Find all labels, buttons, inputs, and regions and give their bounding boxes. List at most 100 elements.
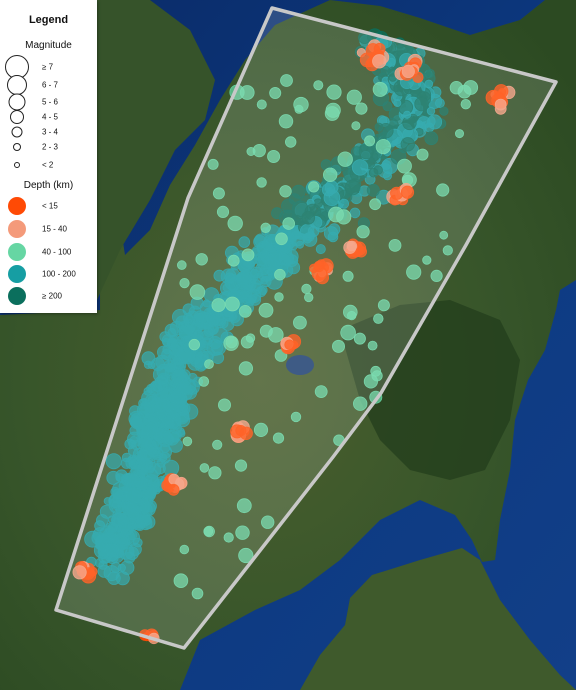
quake-dot bbox=[372, 81, 388, 97]
quake-dot bbox=[163, 359, 177, 373]
quake-dot bbox=[189, 284, 206, 300]
quake-dot bbox=[105, 521, 118, 535]
quake-dot bbox=[112, 488, 124, 500]
quake-dot bbox=[156, 409, 167, 420]
quake-dot bbox=[279, 185, 292, 198]
quake-dot bbox=[94, 558, 105, 568]
quake-dot bbox=[460, 98, 472, 110]
quake-dot bbox=[424, 131, 439, 146]
quake-dot bbox=[284, 339, 295, 350]
quake-dot bbox=[223, 335, 239, 351]
depth-swatch-icon bbox=[8, 265, 26, 283]
quake-dot bbox=[130, 416, 141, 428]
quake-dot bbox=[147, 361, 156, 370]
quake-dot bbox=[133, 537, 143, 548]
quake-dot bbox=[217, 398, 231, 412]
quake-dot bbox=[179, 544, 190, 555]
quake-dot bbox=[212, 187, 225, 200]
quake-dot bbox=[94, 520, 106, 532]
quake-dot bbox=[343, 240, 357, 254]
quake-dot bbox=[315, 244, 326, 255]
quake-dot bbox=[202, 299, 211, 308]
quake-dot bbox=[286, 260, 301, 275]
quake-dot bbox=[388, 238, 402, 252]
depth-swatch-icon bbox=[8, 197, 26, 215]
quake-dot bbox=[174, 399, 189, 413]
quake-dot bbox=[323, 167, 338, 183]
study-region-outline bbox=[54, 6, 558, 650]
quake-dot bbox=[258, 302, 274, 318]
quake-dot bbox=[126, 502, 139, 515]
quake-dot bbox=[164, 418, 175, 429]
quake-dot bbox=[280, 74, 293, 87]
quake-dot bbox=[494, 98, 507, 111]
quake-dot bbox=[328, 206, 344, 223]
quake-dot bbox=[314, 385, 328, 399]
quake-dot bbox=[324, 106, 340, 121]
quake-dot bbox=[406, 264, 422, 280]
quake-dot bbox=[257, 251, 274, 267]
quake-dot bbox=[227, 254, 240, 267]
quake-dot bbox=[187, 354, 204, 371]
quake-dot bbox=[204, 359, 214, 370]
quake-dot bbox=[381, 160, 392, 170]
quake-dot bbox=[285, 136, 297, 148]
quake-dot bbox=[105, 543, 120, 558]
quake-dot bbox=[72, 565, 87, 580]
quake-dot bbox=[293, 96, 309, 113]
legend-mag-7: ≥ 7 bbox=[0, 55, 97, 79]
quake-dot bbox=[256, 177, 267, 188]
quake-dot bbox=[274, 268, 286, 281]
quake-dot bbox=[272, 432, 285, 444]
quake-dot bbox=[403, 110, 412, 119]
quake-dot bbox=[278, 114, 294, 129]
magnitude-heading: Magnitude bbox=[25, 40, 72, 51]
quake-dot bbox=[414, 96, 429, 112]
quake-dot bbox=[261, 515, 275, 529]
quake-dot bbox=[223, 532, 234, 543]
quake-dot bbox=[242, 271, 253, 282]
quake-dot bbox=[239, 85, 255, 100]
quake-dot bbox=[400, 185, 415, 199]
quake-dot bbox=[175, 315, 190, 330]
quake-dot bbox=[136, 454, 147, 464]
quake-dot bbox=[302, 231, 318, 247]
quake-dot bbox=[308, 181, 320, 193]
forest-ranges bbox=[340, 300, 520, 480]
quake-dot bbox=[241, 248, 255, 262]
quake-dot bbox=[337, 151, 353, 167]
quake-dot bbox=[103, 565, 120, 582]
quake-dot bbox=[157, 444, 172, 459]
quake-dot bbox=[207, 158, 219, 170]
quake-dot bbox=[401, 64, 415, 79]
quake-dot bbox=[127, 530, 138, 541]
legend-depth-200-plus: ≥ 200 bbox=[0, 286, 97, 306]
legend-title: Legend bbox=[28, 14, 69, 26]
quake-dot bbox=[372, 54, 387, 69]
legend-mag-3-4: 3 - 4 bbox=[0, 122, 97, 142]
quake-dot bbox=[463, 80, 479, 95]
quake-dot bbox=[117, 563, 126, 573]
land-south-island bbox=[300, 548, 576, 690]
quake-dot bbox=[191, 587, 204, 600]
quake-dot bbox=[267, 149, 281, 163]
quake-dot bbox=[331, 339, 345, 353]
quake-dot bbox=[224, 296, 240, 312]
quake-dot bbox=[313, 80, 324, 91]
quake-dot bbox=[430, 269, 443, 282]
quake-dot bbox=[182, 436, 193, 447]
quake-dot bbox=[367, 340, 378, 351]
quake-dot bbox=[416, 148, 429, 161]
quake-dot bbox=[158, 374, 169, 385]
legend-mag-2-3: 2 - 3 bbox=[0, 137, 97, 157]
quake-dot bbox=[179, 378, 197, 395]
quake-dot bbox=[199, 463, 210, 473]
quake-dot bbox=[253, 422, 269, 437]
quake-dot bbox=[370, 365, 382, 377]
earthquake-points bbox=[72, 28, 516, 645]
quake-dot bbox=[375, 139, 391, 155]
quake-dot bbox=[235, 525, 250, 540]
quake-dot bbox=[118, 536, 129, 546]
quake-dot bbox=[356, 225, 370, 239]
